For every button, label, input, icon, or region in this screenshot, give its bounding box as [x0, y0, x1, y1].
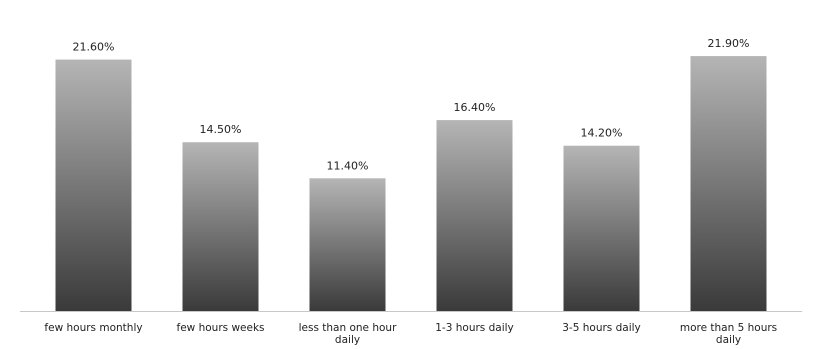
bar-0 [55, 59, 132, 311]
bar-series [55, 56, 767, 311]
category-label-4: 3-5 hours daily [562, 322, 641, 334]
data-label-0: 21.60% [73, 41, 115, 54]
bar-1 [182, 142, 259, 311]
data-label-1: 14.50% [200, 123, 242, 136]
data-label-2: 11.40% [327, 159, 369, 172]
category-label-2-line-1: daily [335, 334, 360, 346]
data-label-4: 14.20% [581, 127, 623, 140]
data-labels: 21.60% 14.50% 11.40% 16.40% 14.20% 21.90% [73, 37, 750, 172]
category-label-5-line-1: daily [716, 334, 741, 346]
bar-2 [309, 178, 386, 311]
category-label-5-line-0: more than 5 hours [680, 322, 777, 334]
data-label-3: 16.40% [454, 101, 496, 114]
category-label-2-line-0: less than one hour [299, 322, 397, 334]
category-label-0: few hours monthly [44, 322, 142, 334]
category-label-1: few hours weeks [177, 322, 265, 334]
data-label-5: 21.90% [708, 37, 750, 50]
bar-3 [436, 120, 513, 311]
bar-4 [563, 145, 640, 311]
category-labels: few hours monthly few hours weeks less tha… [44, 322, 777, 346]
bar-5 [690, 56, 767, 311]
category-label-3: 1-3 hours daily [435, 322, 514, 334]
